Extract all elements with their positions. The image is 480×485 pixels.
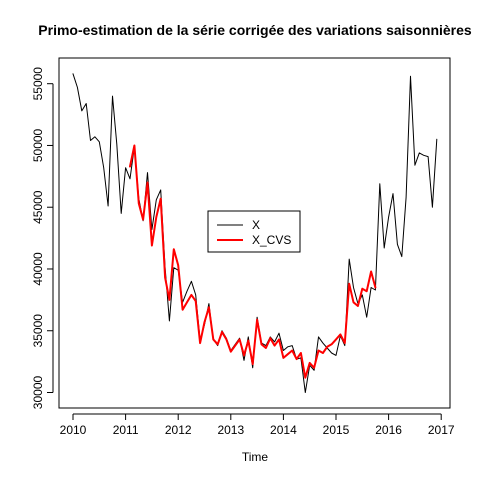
legend-box	[207, 210, 301, 253]
y-tick-label: 45000	[31, 190, 45, 224]
y-tick-label: 35000	[31, 314, 45, 348]
x-tick-label: 2017	[428, 423, 455, 437]
x-tick-label: 2010	[60, 423, 87, 437]
x-axis-label: Time	[242, 450, 269, 464]
plot-area: 2010 2011 2012 2013 2014 2015 2016 2017 30000 350…	[31, 57, 455, 437]
y-tick-label: 30000	[31, 375, 45, 409]
y-tick-label: 50000	[31, 128, 45, 162]
series-line-x-cvs	[129, 144, 377, 379]
y-tick-label: 40000	[31, 252, 45, 286]
x-tick-label: 2015	[323, 423, 350, 437]
y-tick-label: 55000	[31, 67, 45, 101]
chart-title: Primo-estimation de la série corrigée de…	[38, 22, 472, 38]
x-tick-label: 2013	[217, 423, 244, 437]
plot-frame	[58, 57, 451, 409]
legend-label: X_CVS	[252, 233, 291, 247]
legend: XX_CVS	[207, 210, 301, 253]
legend-label: X	[252, 218, 260, 232]
x-tick-label: 2016	[375, 423, 402, 437]
x-tick-label: 2011	[113, 423, 139, 437]
x-tick-label: 2012	[165, 423, 192, 437]
x-tick-label: 2014	[270, 423, 297, 437]
